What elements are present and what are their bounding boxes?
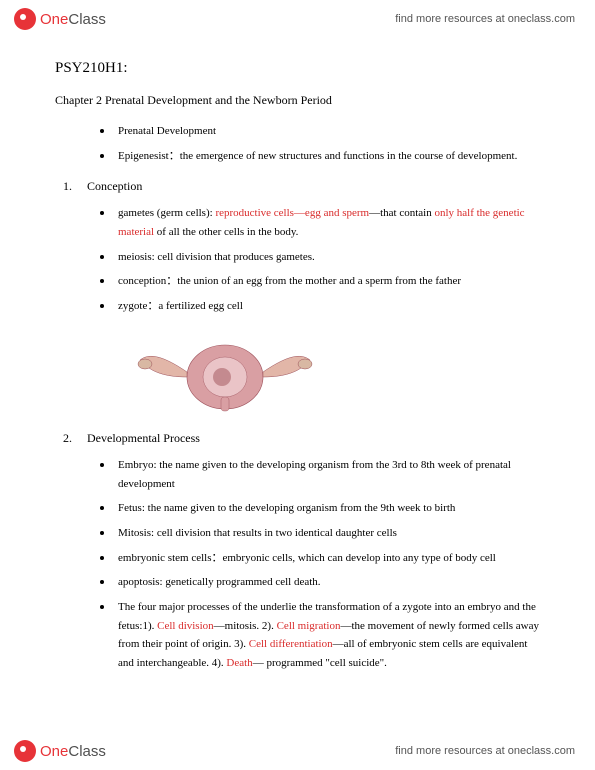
bullet-icon [100, 463, 104, 467]
bullet-text: gametes (germ cells): reproductive cells… [118, 204, 545, 241]
header-tagline: find more resources at oneclass.com [395, 13, 575, 25]
text-span: of all the other cells in the body. [154, 226, 298, 238]
highlight-text: Cell division [157, 620, 214, 632]
list-item: Prenatal Development [100, 122, 545, 141]
text-span: —that contain [369, 207, 434, 219]
logo-circle-icon [14, 8, 36, 30]
course-code: PSY210H1: [55, 60, 545, 77]
section-number: 1. [63, 179, 77, 194]
highlight-text: Death [226, 657, 252, 669]
footer-tagline: find more resources at oneclass.com [395, 745, 575, 757]
section-1-bullets: gametes (germ cells): reproductive cells… [55, 204, 545, 315]
text-span: gametes (germ cells): [118, 207, 215, 219]
bullet-text: Prenatal Development [118, 122, 545, 141]
bullet-icon [100, 506, 104, 510]
bullet-text: zygote：a fertilized egg cell [118, 297, 545, 316]
bullet-icon [100, 605, 104, 609]
brand-logo-footer: OneClass [14, 740, 106, 762]
list-item: Epigenesist：the emergence of new structu… [100, 147, 545, 166]
list-item: Fetus: the name given to the developing … [100, 499, 545, 518]
intro-bullets: Prenatal Development Epigenesist：the eme… [55, 122, 545, 165]
list-item: The four major processes of the underlie… [100, 598, 545, 673]
bullet-icon [100, 279, 104, 283]
logo-circle-icon [14, 740, 36, 762]
bullet-text: Embryo: the name given to the developing… [118, 456, 545, 493]
bullet-text: Epigenesist：the emergence of new structu… [118, 147, 545, 166]
document-content: PSY210H1: Chapter 2 Prenatal Development… [55, 60, 545, 679]
chapter-title: Chapter 2 Prenatal Development and the N… [55, 93, 545, 108]
highlight-text: Cell differentiation [249, 638, 333, 650]
bullet-icon [100, 255, 104, 259]
list-item: gametes (germ cells): reproductive cells… [100, 204, 545, 241]
bullet-icon [100, 129, 104, 133]
bullet-text: The four major processes of the underlie… [118, 598, 545, 673]
uterus-diagram-image [125, 322, 325, 417]
bullet-icon [100, 531, 104, 535]
bullet-icon [100, 556, 104, 560]
list-item: Mitosis: cell division that results in t… [100, 524, 545, 543]
logo-text-class: Class [68, 743, 106, 760]
section-title: Developmental Process [87, 431, 200, 446]
bullet-text: apoptosis: genetically programmed cell d… [118, 573, 545, 592]
list-item: apoptosis: genetically programmed cell d… [100, 573, 545, 592]
list-item: zygote：a fertilized egg cell [100, 297, 545, 316]
section-number: 2. [63, 431, 77, 446]
header-bar: OneClass find more resources at oneclass… [0, 6, 595, 32]
highlight-text: Cell migration [277, 620, 341, 632]
section-1-heading: 1. Conception [55, 179, 545, 194]
text-span: — programmed "cell suicide". [253, 657, 387, 669]
bullet-text: Fetus: the name given to the developing … [118, 499, 545, 518]
list-item: conception：the union of an egg from the … [100, 272, 545, 291]
list-item: embryonic stem cells：embryonic cells, wh… [100, 549, 545, 568]
section-2-bullets: Embryo: the name given to the developing… [55, 456, 545, 673]
bullet-icon [100, 580, 104, 584]
brand-logo: OneClass [14, 8, 106, 30]
logo-text-one: One [40, 743, 68, 760]
bullet-icon [100, 304, 104, 308]
section-title: Conception [87, 179, 142, 194]
bullet-text: embryonic stem cells：embryonic cells, wh… [118, 549, 545, 568]
bullet-icon [100, 211, 104, 215]
list-item: Embryo: the name given to the developing… [100, 456, 545, 493]
bullet-icon [100, 154, 104, 158]
logo-text-one: One [40, 11, 68, 28]
list-item: meiosis: cell division that produces gam… [100, 248, 545, 267]
bullet-text: meiosis: cell division that produces gam… [118, 248, 545, 267]
text-span: —mitosis. 2). [214, 620, 277, 632]
bullet-text: conception：the union of an egg from the … [118, 272, 545, 291]
section-2-heading: 2. Developmental Process [55, 431, 545, 446]
footer-bar: OneClass find more resources at oneclass… [0, 738, 595, 764]
highlight-text: reproductive cells—egg and sperm [215, 207, 369, 219]
bullet-text: Mitosis: cell division that results in t… [118, 524, 545, 543]
logo-text-class: Class [68, 11, 106, 28]
